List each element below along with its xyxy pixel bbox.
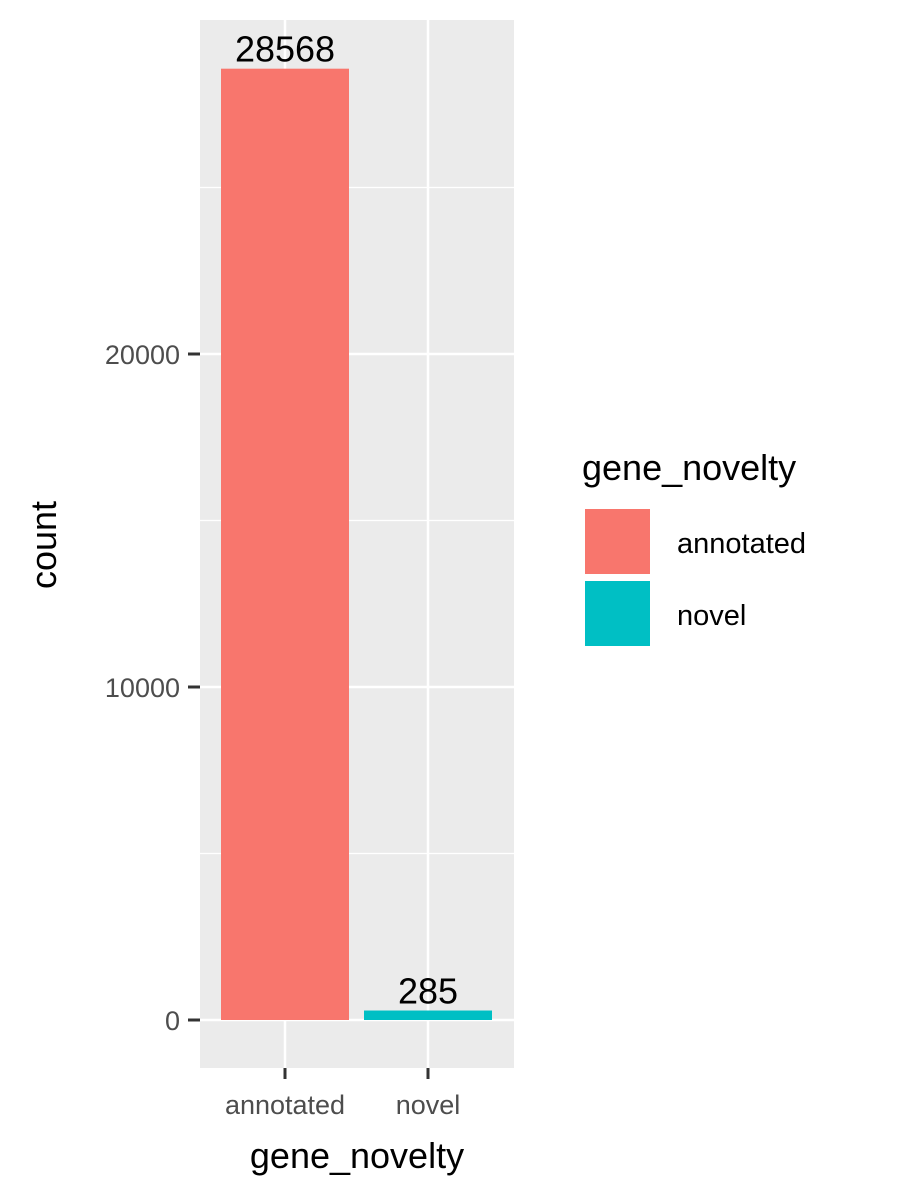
legend-label-annotated: annotated — [677, 528, 806, 560]
y-axis: 0 10000 20000 — [105, 340, 200, 1036]
x-tick-label-novel: novel — [396, 1090, 461, 1120]
data-label-annotated: 28568 — [235, 29, 335, 70]
y-tick-label-0: 0 — [165, 1006, 180, 1036]
y-axis-title: count — [23, 501, 64, 589]
bars — [221, 68, 492, 1020]
x-axis-title: gene_novelty — [250, 1135, 464, 1176]
y-tick-label-20000: 20000 — [105, 340, 180, 370]
legend-key-annotated — [583, 507, 652, 576]
y-tick-label-10000: 10000 — [105, 673, 180, 703]
x-tick-label-annotated: annotated — [225, 1090, 345, 1120]
bar-novel — [364, 1010, 492, 1020]
bar-annotated — [221, 68, 349, 1020]
legend-key-novel — [583, 579, 652, 648]
data-label-novel: 285 — [398, 971, 458, 1012]
legend: gene_novelty annotated novel — [582, 447, 806, 648]
legend-title: gene_novelty — [582, 447, 796, 488]
x-axis: annotated novel — [225, 1068, 460, 1120]
data-labels: 28568 285 — [235, 29, 458, 1012]
legend-label-novel: novel — [677, 600, 746, 632]
